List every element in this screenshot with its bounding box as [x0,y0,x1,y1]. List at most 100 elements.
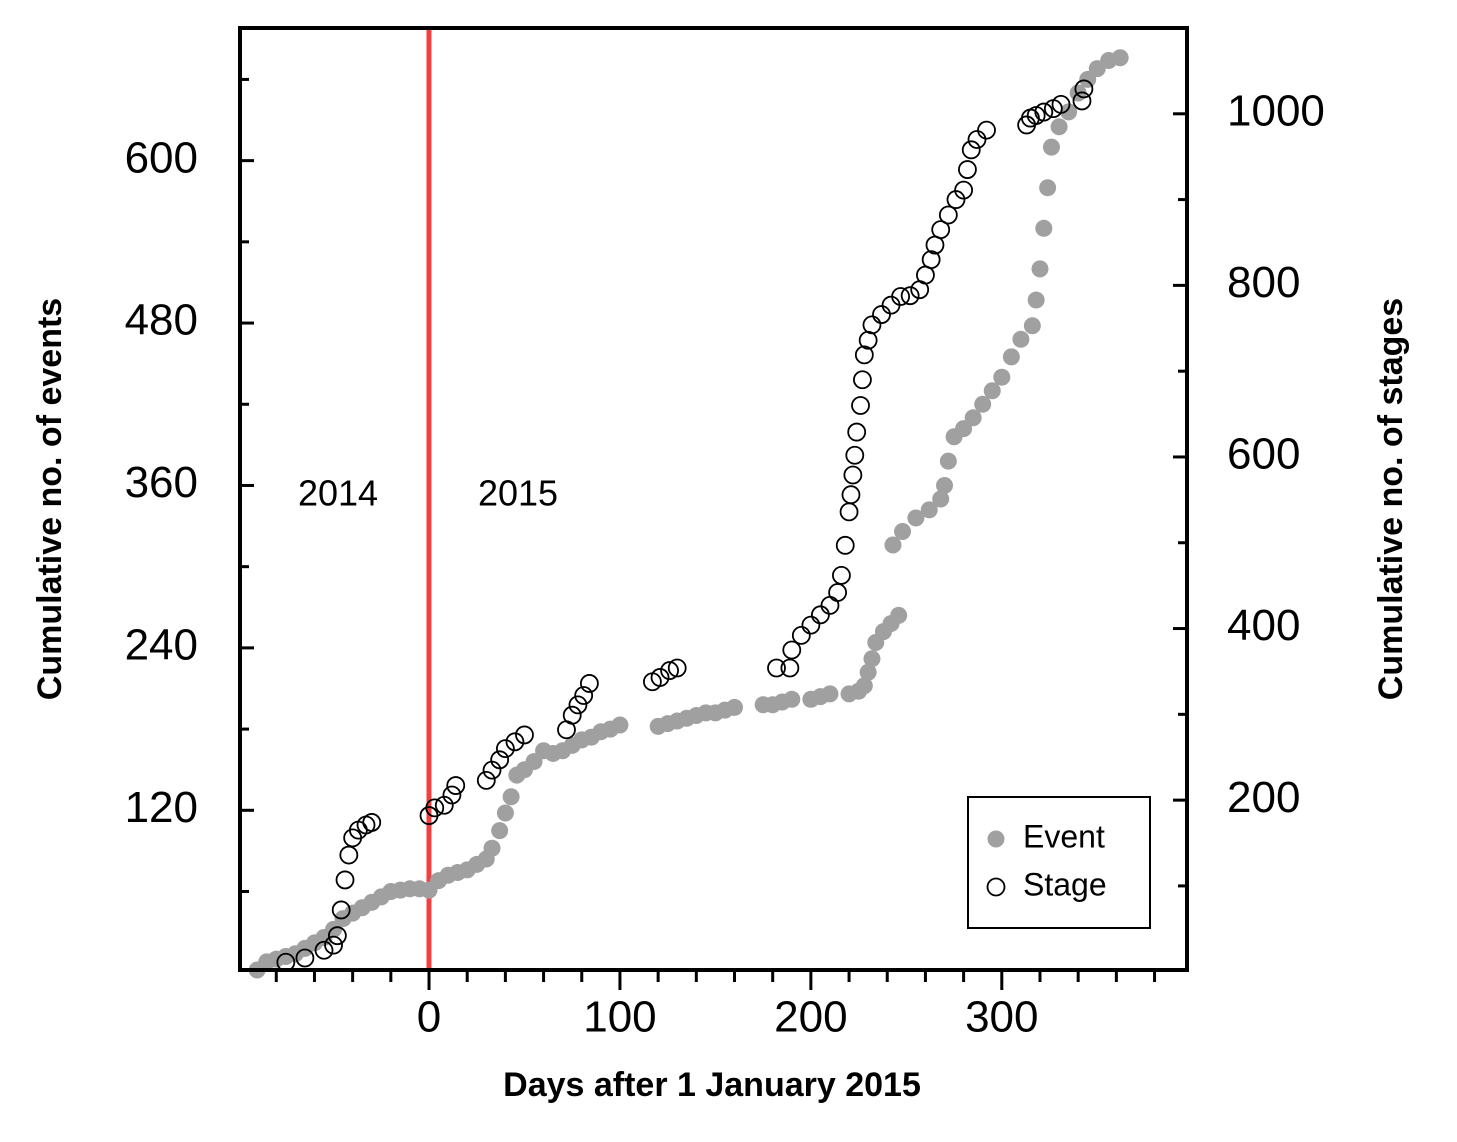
point [964,409,982,427]
point [667,658,687,678]
point [335,870,355,890]
legend-box [967,796,1151,929]
point [884,536,902,554]
point [442,785,462,805]
point [835,535,855,555]
point [855,677,873,695]
point [1031,260,1049,278]
point [491,822,509,840]
point [1039,179,1057,197]
point [579,674,599,693]
x-tick-label: 200 [774,993,847,1042]
point [859,663,877,681]
point [851,396,870,415]
point [611,716,629,734]
point [961,140,981,160]
point [894,522,912,540]
plot-frame [238,26,1189,972]
point [331,900,351,920]
point [505,732,525,752]
point [295,948,315,968]
point [726,698,744,716]
point [314,940,334,960]
point [476,770,496,790]
point [1035,219,1053,237]
y2-axis-label: Cumulative no. of stages [1372,298,1410,700]
legend-marker [986,877,1006,897]
point [495,739,515,759]
point [1002,348,1020,366]
point [958,160,977,179]
point [820,595,840,615]
point [858,330,878,350]
point [1074,79,1094,99]
point [847,422,867,442]
point [828,583,848,602]
point [1060,103,1078,121]
point [782,640,802,660]
point [660,661,679,680]
point [339,845,359,865]
point [839,502,859,522]
point [327,926,347,946]
point [853,370,872,390]
point [921,250,941,270]
point [562,705,582,725]
point [954,180,974,200]
annotation: 2014 [298,473,378,514]
y2-tick-label: 1000 [1227,86,1325,135]
legend-label: Stage [1023,866,1107,902]
point [574,686,594,705]
x-tick-label: 300 [965,993,1038,1042]
point [362,813,382,832]
point [783,690,801,708]
point [863,650,881,668]
y-tick-label: 360 [125,458,198,507]
point [568,695,588,715]
point [1042,138,1060,156]
y-tick-label: 240 [125,621,198,670]
point [977,120,996,140]
x-tick-label: 100 [583,993,656,1042]
y2-tick-label: 200 [1227,773,1300,822]
point [1072,91,1092,111]
y2-tick-label: 800 [1227,258,1300,307]
point [515,725,534,745]
point [1050,118,1068,136]
y-tick-label: 480 [125,296,198,345]
point [791,626,811,645]
point [974,395,992,413]
point [811,605,830,625]
point [502,788,520,806]
point [767,658,786,678]
point [872,305,891,324]
point [932,490,950,508]
point [1023,317,1041,335]
point [446,776,466,795]
y-tick-label: 600 [125,133,198,182]
point [900,286,920,306]
annotation: 2015 [478,473,558,514]
point [890,606,908,624]
y-axis-label: Cumulative no. of events [31,298,69,700]
point [483,839,501,857]
point [841,485,861,505]
point [936,476,954,494]
x-axis-label: Days after 1 January 2015 [503,1066,921,1104]
x-tick-label: 0 [417,993,441,1042]
point [821,685,839,703]
point [780,658,800,678]
point [993,368,1011,386]
point [938,205,958,225]
point [1012,330,1030,348]
point [801,615,821,635]
point [845,445,865,465]
point [983,382,1001,400]
point [425,798,445,818]
point [1034,102,1054,122]
legend-marker [987,830,1005,848]
point [490,750,510,770]
point [907,509,925,527]
y2-tick-label: 600 [1227,430,1300,479]
